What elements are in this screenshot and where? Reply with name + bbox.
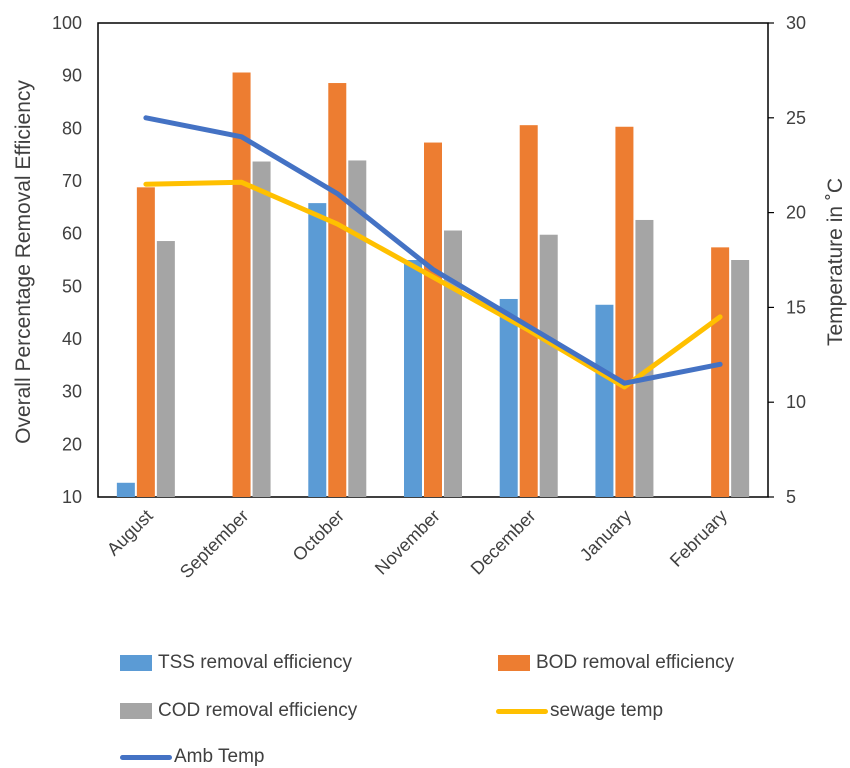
bar-tss-november — [404, 260, 422, 497]
y-tick-label: 100 — [52, 13, 82, 33]
bar-cod-november — [444, 230, 462, 498]
bar-tss-january — [595, 304, 614, 497]
line-sewage-temp — [143, 179, 723, 390]
y-tick-label: 40 — [62, 329, 82, 349]
left-axis-ticks: 10 20 30 40 50 60 70 80 90 100 — [52, 13, 82, 507]
y-axis-title: Overall Percentage Removal Efficiency — [12, 80, 35, 444]
y-tick-label: 30 — [62, 382, 82, 402]
bar-tss-october — [308, 203, 327, 497]
y-tick-label: 80 — [62, 118, 82, 138]
x-tick-label-october: October — [289, 506, 348, 565]
lines-layer — [143, 115, 723, 390]
x-tick-label-november: November — [371, 506, 444, 579]
y2-tick-label: 10 — [786, 392, 806, 412]
bar-bod-august — [136, 187, 155, 497]
bar-tss-august — [116, 482, 135, 497]
bar-cod-december — [539, 234, 558, 497]
x-tick-label-february: February — [666, 506, 731, 571]
x-axis-ticks: August September October November December Ja… — [103, 506, 731, 582]
y-tick-label: 50 — [62, 276, 82, 296]
bar-bod-february — [711, 247, 730, 497]
bar-bod-january — [615, 126, 634, 498]
bar-bod-october — [328, 83, 347, 497]
y2-tick-label: 20 — [786, 203, 806, 223]
bar-cod-february — [731, 260, 750, 497]
bar-cod-august — [156, 241, 175, 497]
x-tick-label-september: September — [176, 506, 252, 582]
bar-cod-september — [252, 161, 271, 497]
y2-tick-label: 25 — [786, 108, 806, 128]
y-tick-label: 70 — [62, 171, 82, 191]
bar-tss-december — [499, 298, 518, 497]
bar-cod-january — [635, 219, 654, 497]
y-tick-label: 90 — [62, 66, 82, 86]
x-tick-label-january: January — [576, 506, 635, 565]
bar-cod-october — [348, 160, 367, 497]
bar-bod-september — [232, 72, 251, 498]
x-tick-label-august: August — [103, 506, 157, 560]
right-axis-ticks: 5 10 15 20 25 30 — [768, 13, 806, 507]
y-tick-label: 60 — [62, 224, 82, 244]
y2-tick-label: 15 — [786, 297, 806, 317]
bar-bod-december — [519, 125, 538, 497]
x-tick-label-december: December — [467, 506, 540, 579]
y-tick-label: 10 — [62, 487, 82, 507]
bars-layer — [116, 72, 750, 498]
line-amb-temp — [143, 115, 723, 386]
y2-axis-title: Temperature in ˚C — [824, 178, 847, 346]
y2-tick-label: 30 — [786, 13, 806, 33]
bar-bod-november — [424, 142, 442, 497]
y2-tick-label: 5 — [786, 487, 796, 507]
y-tick-label: 20 — [62, 434, 82, 454]
